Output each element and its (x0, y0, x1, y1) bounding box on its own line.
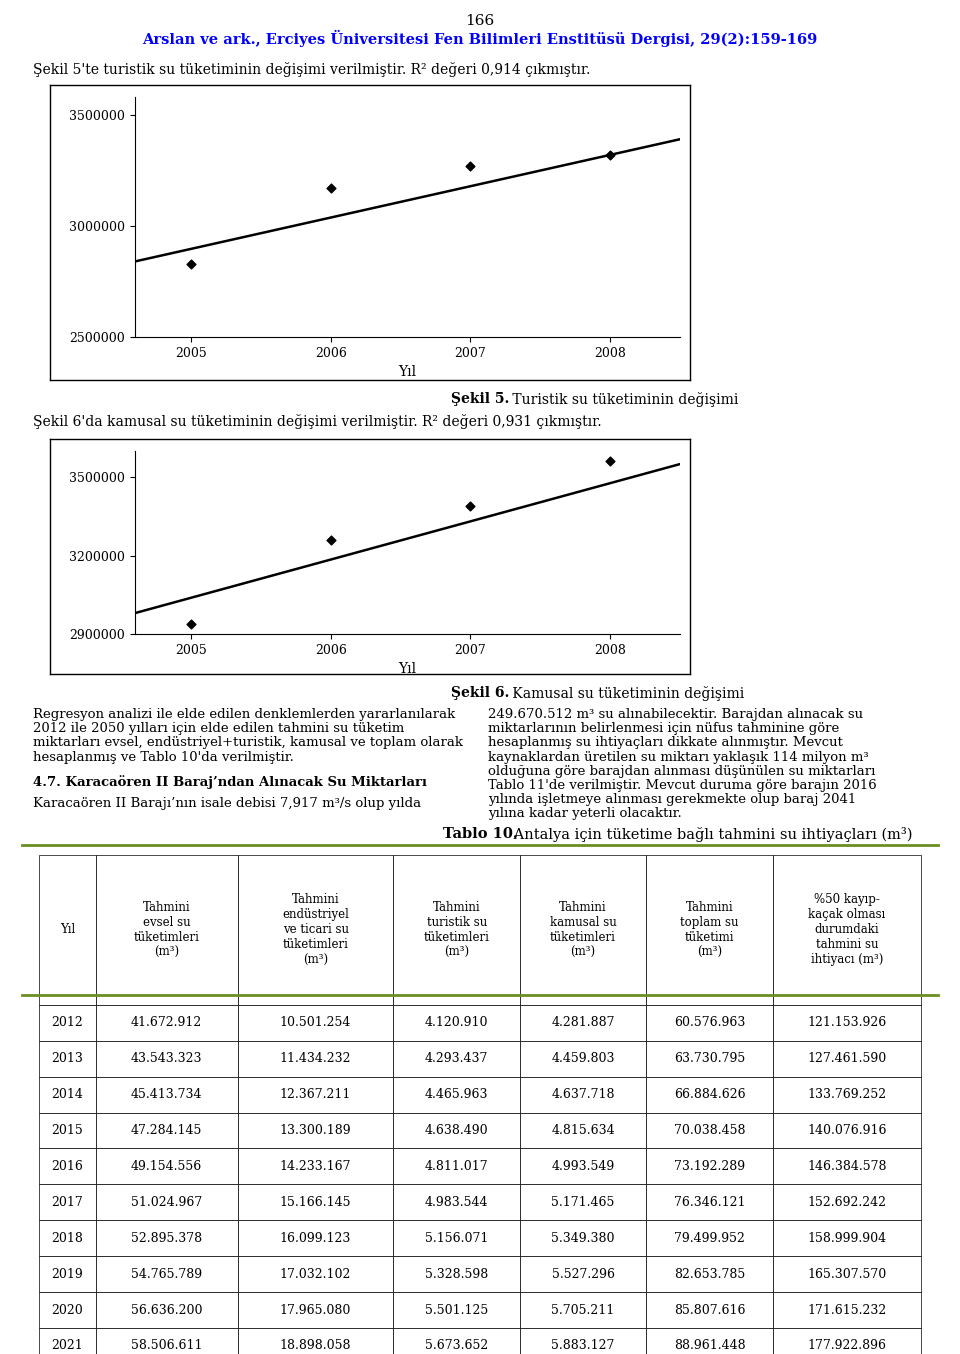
Point (183, 613, 199, 635)
Text: Turistik su tüketimi (m³): Turistik su tüketimi (m³) (61, 150, 75, 314)
Text: 4.7. Karacaören II Baraj’ndan Alınacak Su Miktarları: 4.7. Karacaören II Baraj’ndan Alınacak S… (33, 774, 427, 788)
Point (323, 529, 338, 551)
Text: 166: 166 (466, 14, 494, 28)
Text: Şekil 6'da kamusal su tüketiminin değişimi verilmiştir. R² değeri 0,931 çıkmıştı: Şekil 6'da kamusal su tüketiminin değişi… (33, 414, 602, 429)
Text: Şekil 6.: Şekil 6. (451, 686, 509, 700)
Text: Regresyon analizi ile elde edilen denklemlerden yararlanılarak: Regresyon analizi ile elde edilen denkle… (33, 708, 455, 720)
Text: Karacaören II Barajı’nın isale debisi 7,917 m³/s olup yılda: Karacaören II Barajı’nın isale debisi 7,… (33, 798, 421, 810)
Text: Tablo 11'de verilmiştir. Mevcut duruma göre barajın 2016: Tablo 11'de verilmiştir. Mevcut duruma g… (488, 779, 876, 792)
X-axis label: Yıl: Yıl (398, 366, 417, 379)
Text: Şekil 5'te turistik su tüketiminin değişimi verilmiştir. R² değeri 0,914 çıkmışt: Şekil 5'te turistik su tüketiminin değiş… (33, 62, 590, 77)
Text: Kamusal su tüketimi (m³): Kamusal su tüketimi (m³) (61, 471, 75, 642)
Point (463, 156, 478, 177)
Text: hesaplanmış ve Tablo 10'da verilmiştir.: hesaplanmış ve Tablo 10'da verilmiştir. (33, 750, 294, 764)
Text: hesaplanmış su ihtiyaçları dikkate alınmıştır. Mevcut: hesaplanmış su ihtiyaçları dikkate alınm… (488, 737, 843, 749)
Text: kaynaklardan üretilen su miktarı yaklaşık 114 milyon m³: kaynaklardan üretilen su miktarı yaklaşı… (488, 750, 869, 764)
Text: Arslan ve ark., Erciyes Üniversitesi Fen Bilimleri Enstitüsü Dergisi, 29(2):159-: Arslan ve ark., Erciyes Üniversitesi Fen… (142, 30, 818, 47)
Point (323, 177, 338, 199)
Point (603, 144, 618, 165)
Text: Şekil 5.: Şekil 5. (451, 393, 509, 406)
Text: Antalya için tüketime bağlı tahmini su ihtiyaçları (m³): Antalya için tüketime bağlı tahmini su i… (509, 827, 912, 842)
Point (183, 253, 199, 275)
Text: olduğuna göre barajdan alınması düşünülen su miktarları: olduğuna göre barajdan alınması düşünüle… (488, 765, 876, 777)
Point (603, 451, 618, 473)
Text: Tablo 10.: Tablo 10. (443, 827, 517, 841)
Text: yılına kadar yeterli olacaktır.: yılına kadar yeterli olacaktır. (488, 807, 682, 821)
Text: 249.670.512 m³ su alınabilecektir. Barajdan alınacak su: 249.670.512 m³ su alınabilecektir. Baraj… (488, 708, 863, 720)
Text: yılında işletmeye alınması gerekmekte olup baraj 2041: yılında işletmeye alınması gerekmekte ol… (488, 793, 856, 806)
Point (463, 496, 478, 517)
Text: Kamusal su tüketiminin değişimi: Kamusal su tüketiminin değişimi (508, 686, 744, 701)
Text: Turistik su tüketiminin değişimi: Turistik su tüketiminin değişimi (508, 393, 738, 408)
X-axis label: Yıl: Yıl (398, 662, 417, 676)
Text: miktarlarının belirlenmesi için nüfus tahminine göre: miktarlarının belirlenmesi için nüfus ta… (488, 722, 839, 735)
Text: miktarları evsel, endüstriyel+turistik, kamusal ve toplam olarak: miktarları evsel, endüstriyel+turistik, … (33, 737, 463, 749)
Text: 2012 ile 2050 yılları için elde edilen tahmini su tüketim: 2012 ile 2050 yılları için elde edilen t… (33, 722, 404, 735)
